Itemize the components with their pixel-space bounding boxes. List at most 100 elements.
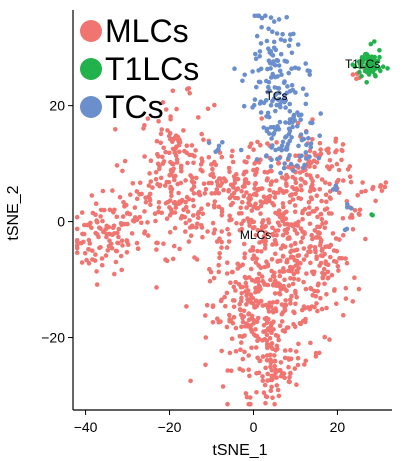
point-mlcs	[192, 154, 197, 159]
point-mlcs	[113, 248, 119, 254]
point-mlcs	[313, 354, 319, 359]
point-mlcs	[255, 248, 260, 254]
point-mlcs	[313, 350, 319, 356]
point-mlcs	[292, 209, 298, 215]
point-mlcs	[309, 232, 315, 238]
point-mlcs	[110, 188, 115, 193]
point-mlcs	[325, 269, 331, 275]
point-tcs	[253, 56, 259, 62]
point-mlcs	[209, 162, 214, 167]
point-mlcs	[113, 127, 118, 132]
annotation-label: MLCs	[240, 228, 271, 242]
x-tick-label: 0	[250, 419, 258, 435]
point-mlcs	[219, 207, 225, 212]
point-mlcs	[337, 237, 342, 242]
point-mlcs	[249, 329, 255, 335]
point-mlcs	[327, 158, 333, 163]
point-mlcs	[160, 161, 166, 166]
point-mlcs	[94, 282, 100, 287]
point-t1lcs	[364, 80, 370, 85]
point-mlcs	[241, 308, 247, 314]
point-mlcs	[357, 212, 362, 217]
point-mlcs	[224, 245, 230, 250]
point-mlcs	[274, 178, 279, 184]
point-mlcs	[258, 142, 263, 148]
point-t1lcs	[359, 73, 364, 79]
point-mlcs	[231, 184, 236, 189]
point-mlcs	[233, 279, 238, 285]
point-mlcs	[298, 239, 304, 245]
point-tcs	[288, 161, 294, 167]
point-tcs	[259, 25, 264, 30]
point-mlcs	[283, 209, 289, 215]
point-mlcs	[350, 72, 356, 77]
point-mlcs	[253, 260, 259, 265]
point-mlcs	[229, 336, 235, 342]
point-mlcs	[269, 377, 275, 383]
point-mlcs	[214, 179, 220, 184]
point-tcs	[286, 43, 292, 49]
point-mlcs	[250, 248, 256, 253]
point-mlcs	[240, 262, 245, 268]
point-mlcs	[255, 315, 261, 321]
point-mlcs	[301, 246, 307, 251]
point-mlcs	[268, 360, 274, 366]
point-mlcs	[286, 283, 292, 288]
x-ticks: −40 −20 0 20	[74, 410, 346, 435]
point-tcs	[238, 147, 244, 153]
point-tcs	[269, 157, 274, 162]
legend-marker	[80, 20, 102, 42]
point-mlcs	[334, 161, 340, 167]
point-mlcs	[243, 177, 249, 182]
point-tcs	[265, 110, 271, 116]
point-mlcs	[215, 316, 220, 322]
point-mlcs	[137, 180, 143, 186]
point-mlcs	[282, 286, 288, 292]
point-mlcs	[317, 224, 323, 230]
point-mlcs	[350, 227, 356, 232]
point-mlcs	[281, 371, 287, 376]
point-tcs	[277, 156, 282, 161]
point-tcs	[289, 135, 294, 140]
point-mlcs	[310, 269, 316, 275]
point-mlcs	[322, 251, 327, 257]
point-mlcs	[160, 154, 165, 160]
point-mlcs	[348, 179, 354, 185]
point-mlcs	[293, 153, 298, 158]
point-mlcs	[148, 202, 153, 207]
point-mlcs	[206, 154, 212, 160]
point-tcs	[310, 120, 315, 126]
point-mlcs	[308, 340, 313, 346]
x-tick-label: 20	[330, 419, 346, 435]
point-mlcs	[282, 277, 287, 283]
point-mlcs	[269, 384, 274, 390]
point-mlcs	[172, 177, 177, 183]
point-mlcs	[146, 183, 152, 188]
point-mlcs	[302, 230, 307, 235]
point-mlcs	[314, 193, 320, 198]
point-mlcs	[268, 357, 273, 362]
point-mlcs	[231, 284, 237, 290]
point-mlcs	[93, 252, 98, 257]
point-mlcs	[254, 390, 259, 395]
point-mlcs	[286, 364, 291, 370]
point-mlcs	[148, 179, 154, 184]
point-mlcs	[244, 284, 249, 289]
point-tcs	[268, 164, 274, 169]
point-mlcs	[285, 236, 291, 241]
point-tcs	[283, 105, 288, 110]
point-mlcs	[153, 218, 158, 224]
point-mlcs	[261, 390, 267, 396]
point-mlcs	[253, 298, 259, 304]
point-tcs	[278, 170, 283, 176]
point-mlcs	[179, 197, 185, 203]
point-tcs	[254, 157, 260, 162]
point-mlcs	[363, 188, 368, 194]
point-mlcs	[239, 324, 244, 330]
point-tcs	[241, 103, 247, 109]
annotations-layer: T1LCs TCs MLCs	[240, 57, 380, 242]
point-mlcs	[295, 223, 301, 228]
point-mlcs	[217, 251, 222, 256]
point-tcs	[285, 84, 290, 89]
point-mlcs	[253, 327, 258, 332]
